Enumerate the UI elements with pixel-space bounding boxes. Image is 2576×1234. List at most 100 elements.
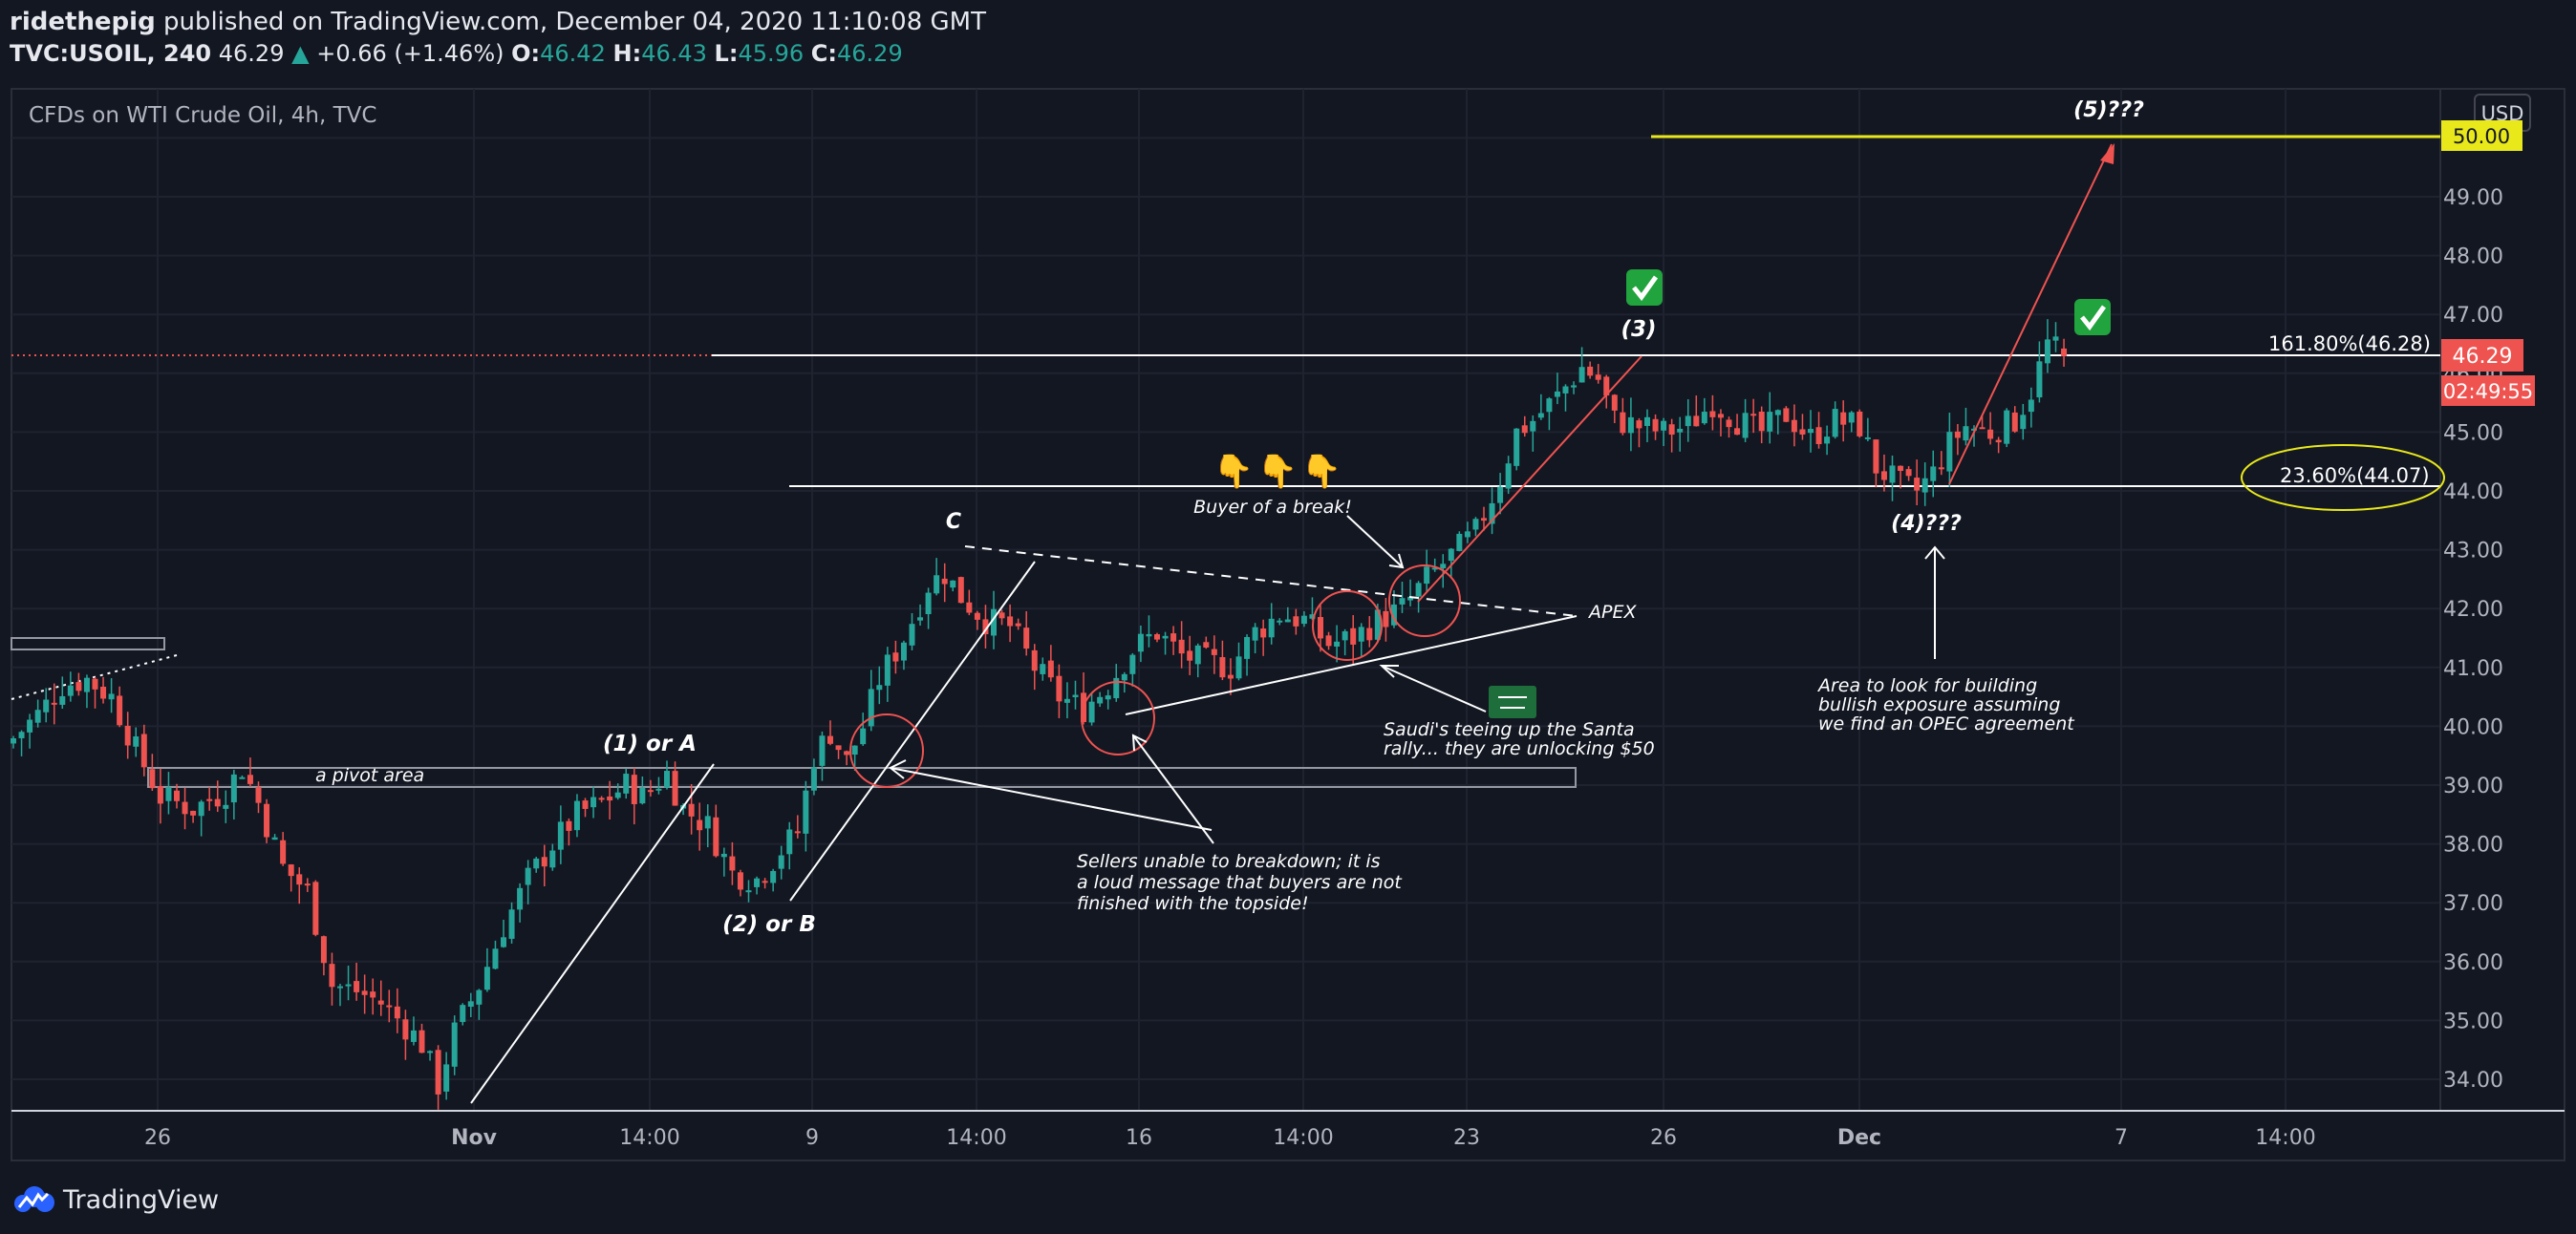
- candle-up[interactable]: [991, 608, 997, 636]
- candle-up[interactable]: [2004, 410, 2010, 444]
- candle-up[interactable]: [43, 699, 50, 713]
- candle-up[interactable]: [876, 685, 883, 691]
- candle-up[interactable]: [909, 624, 915, 646]
- candle-up[interactable]: [1889, 465, 1896, 483]
- candle-down[interactable]: [1815, 427, 1822, 444]
- candle-down[interactable]: [190, 810, 197, 816]
- candle-down[interactable]: [1783, 408, 1790, 422]
- candle-down[interactable]: [377, 1000, 384, 1005]
- candle-up[interactable]: [1129, 654, 1136, 674]
- candle-down[interactable]: [1734, 428, 1741, 436]
- candle-down[interactable]: [713, 817, 719, 857]
- candle-down[interactable]: [1015, 623, 1021, 627]
- candle-up[interactable]: [1309, 614, 1316, 619]
- candle-up[interactable]: [1072, 694, 1079, 697]
- candle-up[interactable]: [27, 719, 33, 733]
- candle-down[interactable]: [2061, 348, 2068, 356]
- candle-down[interactable]: [182, 801, 188, 815]
- candle-up[interactable]: [590, 797, 597, 808]
- candle-down[interactable]: [1668, 424, 1675, 436]
- candle-up[interactable]: [950, 580, 956, 588]
- candle-down[interactable]: [1007, 616, 1014, 627]
- candle-up[interactable]: [1097, 696, 1104, 704]
- candle-up[interactable]: [917, 617, 924, 621]
- candle-down[interactable]: [1791, 419, 1797, 433]
- candle-up[interactable]: [1440, 564, 1447, 569]
- price-chart[interactable]: 34.00 35.00 36.00 37.00 38.00 39.00 40.00 41.00…: [0, 82, 2576, 1165]
- candle-down[interactable]: [892, 652, 899, 662]
- candle-down[interactable]: [1603, 376, 1610, 396]
- candle-down[interactable]: [1620, 412, 1626, 434]
- yellow-ellipse[interactable]: [2241, 444, 2445, 511]
- candle-up[interactable]: [623, 774, 630, 794]
- candle-up[interactable]: [1358, 627, 1364, 642]
- candle-down[interactable]: [1898, 465, 1904, 472]
- candle-down[interactable]: [1726, 419, 1732, 428]
- candle-up[interactable]: [614, 792, 621, 798]
- candle-down[interactable]: [1521, 425, 1528, 434]
- candles[interactable]: [11, 319, 2068, 1110]
- candle-down[interactable]: [1211, 649, 1217, 655]
- candle-down[interactable]: [844, 751, 850, 755]
- candle-up[interactable]: [1284, 619, 1291, 623]
- candle-down[interactable]: [1758, 412, 1765, 432]
- red-circle[interactable]: [1388, 564, 1461, 637]
- candle-up[interactable]: [655, 788, 662, 791]
- candle-up[interactable]: [664, 771, 670, 788]
- candle-down[interactable]: [1709, 411, 1716, 417]
- candle-up[interactable]: [1661, 420, 1667, 431]
- candle-down[interactable]: [2011, 412, 2018, 432]
- candle-down[interactable]: [1954, 431, 1961, 438]
- candle-down[interactable]: [320, 936, 327, 964]
- candle-down[interactable]: [1260, 628, 1267, 638]
- candle-down[interactable]: [51, 702, 57, 705]
- red-circle[interactable]: [1312, 590, 1383, 661]
- candle-up[interactable]: [1244, 636, 1251, 659]
- candle-up[interactable]: [427, 1051, 434, 1053]
- candle-up[interactable]: [337, 986, 343, 989]
- candle-up[interactable]: [1137, 633, 1144, 652]
- candle-down[interactable]: [174, 790, 180, 801]
- candle-up[interactable]: [1963, 426, 1969, 441]
- wave-5-projection[interactable]: [1948, 143, 2113, 485]
- candle-up[interactable]: [451, 1022, 458, 1067]
- candle-up[interactable]: [1194, 645, 1201, 665]
- candle-up[interactable]: [1105, 695, 1111, 700]
- candle-down[interactable]: [394, 1006, 400, 1019]
- candle-up[interactable]: [1824, 436, 1831, 444]
- candle-down[interactable]: [974, 612, 980, 620]
- candle-up[interactable]: [239, 777, 246, 779]
- candle-up[interactable]: [223, 804, 229, 809]
- candle-down[interactable]: [1203, 642, 1210, 648]
- candle-down[interactable]: [672, 771, 678, 806]
- candle-down[interactable]: [288, 864, 294, 877]
- candle-up[interactable]: [2044, 339, 2050, 364]
- candle-up[interactable]: [1546, 398, 1553, 413]
- candle-down[interactable]: [214, 798, 221, 807]
- candle-down[interactable]: [607, 796, 613, 801]
- triangle-lower-line[interactable]: [1125, 615, 1578, 715]
- candle-up[interactable]: [2052, 336, 2059, 341]
- candle-down[interactable]: [419, 1030, 425, 1053]
- candle-up[interactable]: [1774, 410, 1781, 415]
- candle-down[interactable]: [361, 990, 368, 995]
- candle-up[interactable]: [704, 816, 711, 829]
- candle-down[interactable]: [1750, 414, 1757, 416]
- candle-up[interactable]: [1424, 566, 1430, 585]
- candle-up[interactable]: [1268, 618, 1275, 638]
- candle-down[interactable]: [1325, 635, 1332, 647]
- author-name[interactable]: ridethepig: [10, 8, 156, 36]
- candle-up[interactable]: [1767, 412, 1773, 432]
- candle-up[interactable]: [1399, 598, 1406, 605]
- red-circle[interactable]: [1081, 681, 1155, 755]
- candle-up[interactable]: [1497, 486, 1504, 503]
- candle-down[interactable]: [1857, 411, 1863, 436]
- candle-down[interactable]: [794, 831, 801, 834]
- candle-up[interactable]: [1456, 533, 1463, 551]
- candle-down[interactable]: [354, 981, 360, 992]
- candle-down[interactable]: [1995, 439, 2002, 443]
- candle-up[interactable]: [1554, 391, 1560, 397]
- candle-up[interactable]: [1162, 635, 1169, 639]
- candle-up[interactable]: [59, 695, 66, 705]
- candle-down[interactable]: [117, 695, 123, 726]
